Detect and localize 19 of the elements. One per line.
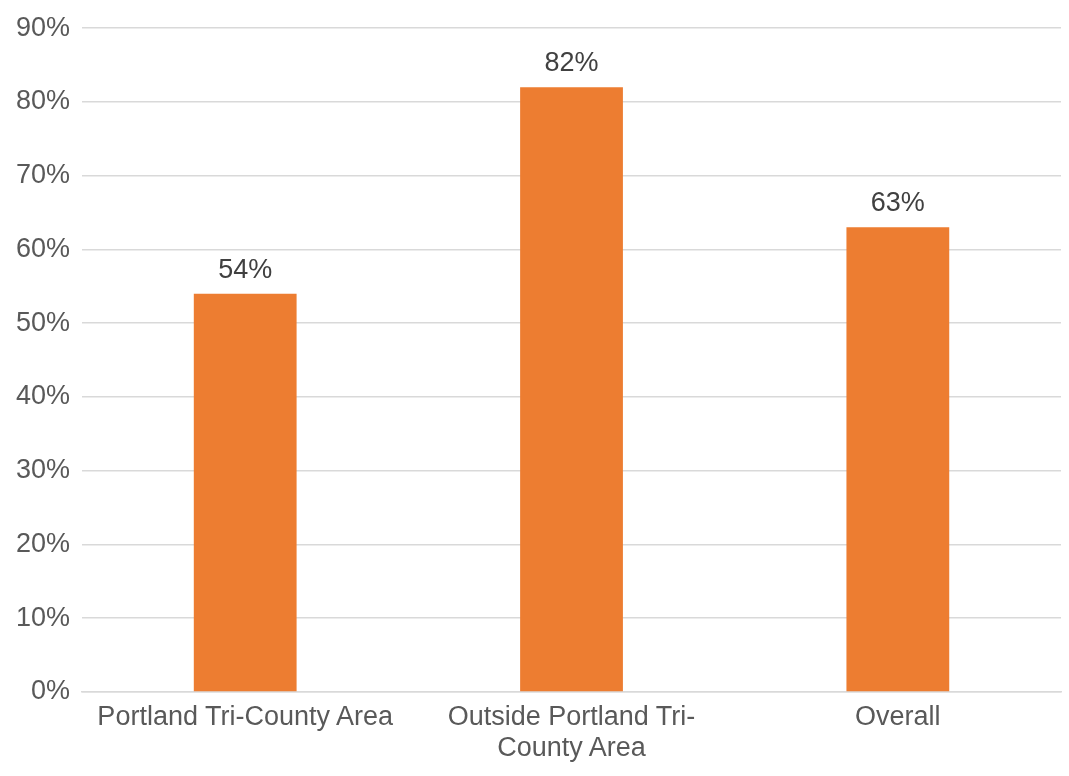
y-tick-label: 60%: [15, 232, 71, 263]
y-tick-label: 30%: [15, 454, 71, 485]
y-tick-label: 70%: [15, 159, 71, 190]
bar: [193, 293, 297, 692]
y-tick-label: 90%: [15, 11, 71, 42]
x-tick-label: Portland Tri-County Area: [97, 700, 394, 731]
y-tick-label: 50%: [15, 306, 71, 337]
data-label: 82%: [544, 47, 599, 78]
y-tick-label: 10%: [15, 601, 71, 632]
x-tick-label: Outside Portland Tri-County Area: [447, 700, 696, 762]
y-tick-label: 20%: [15, 527, 71, 558]
x-tick-label: Overall: [855, 700, 941, 731]
data-label: 54%: [218, 253, 273, 284]
y-tick-label: 80%: [15, 85, 71, 116]
y-tick-label: 0%: [31, 675, 71, 706]
data-label: 63%: [870, 187, 925, 218]
y-tick-label: 40%: [15, 380, 71, 411]
bar: [846, 227, 950, 692]
bar: [520, 87, 623, 692]
